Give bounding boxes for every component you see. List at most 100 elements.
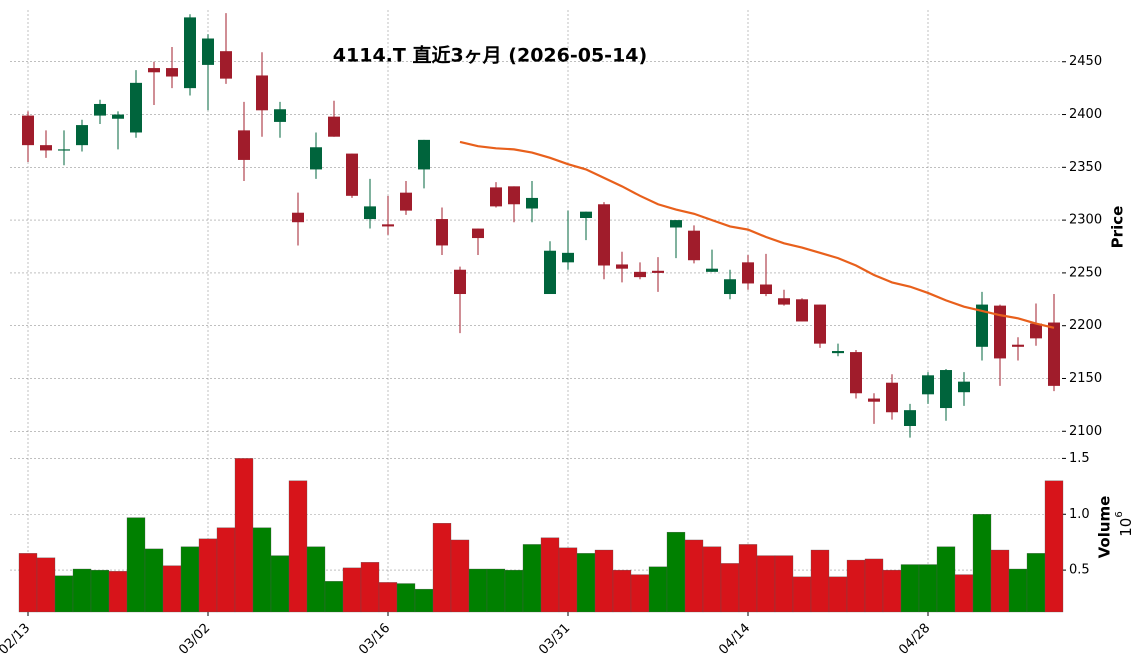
volume-bar [612,569,632,613]
candle-body [490,187,502,207]
multiplier-exponent: 6 [1114,511,1125,517]
candle-body [40,145,52,151]
candle-body [328,116,340,137]
volume-tick-label: 1.0 [1069,507,1090,522]
volume-bar [846,559,866,613]
volume-bar [36,557,56,613]
volume-bar [540,537,560,613]
volume-bar [126,517,146,613]
candle-body [508,186,520,205]
volume-bar [432,523,452,613]
candle-body [400,192,412,211]
candle-body [130,82,142,133]
y-tick-label: 2400 [1069,107,1102,122]
candle-body [382,224,394,227]
volume-multiplier: 106 [1114,511,1135,536]
y-tick-label: 2300 [1069,213,1102,228]
volume-bar [900,564,920,613]
volume-bar [864,558,884,613]
volume-bar [306,546,326,613]
volume-bar [702,546,722,613]
volume-bar [90,569,110,613]
volume-bar [486,568,506,613]
volume-bar [270,555,290,613]
y-tick-label: 2450 [1069,54,1102,69]
candle-body [670,220,682,228]
volume-bar [324,581,344,613]
volume-bar [144,548,164,613]
candle-body [526,197,538,209]
candle-body [832,351,844,354]
candle-body [994,305,1006,359]
candle-body [1012,344,1024,347]
volume-bar [198,538,218,613]
volume-bar [108,571,128,613]
multiplier-base: 10 [1117,518,1135,537]
volume-bar [1044,480,1064,613]
candle-body [760,284,772,295]
volume-bar [162,565,182,613]
candle-body [598,204,610,266]
volume-bar [450,539,470,613]
volume-bar [504,569,524,613]
candle-body [238,130,250,160]
candle-body [202,38,214,65]
volume-bar [360,562,380,613]
candle-body [292,212,304,223]
x-tick-label: 04/28 [896,621,933,658]
candle-body [886,382,898,413]
y-tick-label: 2200 [1069,318,1102,333]
candle-body [976,304,988,347]
x-tick-label: 03/16 [356,621,393,658]
candle-body [706,268,718,272]
x-tick-label: 03/31 [536,621,573,658]
candle-body [94,103,106,116]
volume-bar [918,564,938,613]
candle-body [562,252,574,263]
candle-body [724,279,736,295]
volume-tick-label: 0.5 [1069,563,1090,578]
candle-body [184,17,196,89]
candle-body [256,75,268,111]
candle-body [1030,323,1042,339]
moving-average-line [459,140,1055,329]
volume-bar [1026,553,1046,613]
volume-bar [630,574,650,613]
y-tick-label: 2150 [1069,371,1102,386]
volume-bar [288,480,308,613]
y-tick-label: 2350 [1069,160,1102,175]
candle-body [688,230,700,261]
volume-bar [882,569,902,613]
volume-bar [936,546,956,613]
volume-axis-label: Volume [1096,496,1114,559]
volume-bar [234,458,254,613]
chart-title: 4114.T 直近3ヶ月 (2026-05-14) [333,44,647,67]
volume-bar [72,568,92,613]
candle-body [112,114,124,119]
volume-bar [18,553,38,613]
volume-bar [252,527,272,613]
candle-body [22,115,34,146]
candle-body [76,125,88,146]
candle-body [58,149,70,151]
candle-body [904,410,916,426]
candle-body [310,147,322,170]
candle-body [454,269,466,295]
candle-body [1048,322,1060,386]
candle-body [634,271,646,278]
x-tick-label: 04/14 [716,621,753,658]
volume-bar [342,567,362,613]
candle-body [418,139,430,170]
volume-bar [216,527,236,613]
volume-bar [576,553,596,613]
candle-body [472,228,484,239]
x-tick-label: 02/13 [0,621,33,658]
volume-bar [774,555,794,613]
candle-body [796,299,808,322]
volume-bar [522,544,542,613]
candle-body [544,250,556,295]
volume-bar [792,576,812,613]
candle-body [436,219,448,246]
volume-bar [666,531,686,613]
